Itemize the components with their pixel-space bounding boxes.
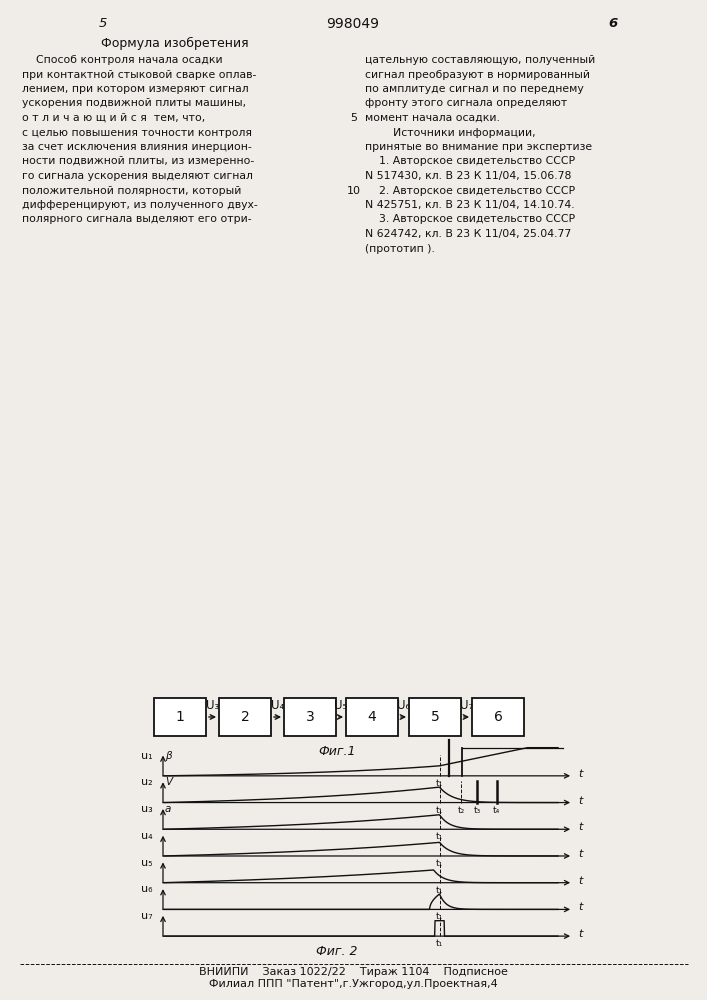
Text: V: V <box>165 777 172 787</box>
Text: u₆: u₆ <box>141 884 153 894</box>
Text: U₆: U₆ <box>397 699 410 712</box>
Text: ускорения подвижной плиты машины,: ускорения подвижной плиты машины, <box>22 99 246 108</box>
Text: момент начала осадки.: момент начала осадки. <box>365 113 500 123</box>
Text: U₄: U₄ <box>271 699 284 712</box>
Text: Способ контроля начала осадки: Способ контроля начала осадки <box>22 55 223 65</box>
Text: t₂: t₂ <box>457 806 464 815</box>
Text: 5: 5 <box>431 710 439 724</box>
FancyBboxPatch shape <box>284 698 336 736</box>
Text: Фиг.1: Фиг.1 <box>318 745 356 758</box>
Text: Формула изобретения: Формула изобретения <box>101 37 249 50</box>
FancyBboxPatch shape <box>154 698 206 736</box>
Text: t: t <box>578 902 583 912</box>
Text: t: t <box>578 769 583 779</box>
Text: t₁: t₁ <box>436 779 443 788</box>
Text: полярного сигнала выделяют его отри-: полярного сигнала выделяют его отри- <box>22 215 252 225</box>
Text: принятые во внимание при экспертизе: принятые во внимание при экспертизе <box>365 142 592 152</box>
Text: u₅: u₅ <box>141 858 153 868</box>
Text: u₂: u₂ <box>141 777 153 787</box>
FancyBboxPatch shape <box>409 698 461 736</box>
Text: β: β <box>165 751 172 761</box>
Text: t: t <box>578 849 583 859</box>
Text: t₃: t₃ <box>474 806 481 815</box>
Text: t₁: t₁ <box>436 886 443 895</box>
Text: при контактной стыковой сварке оплав-: при контактной стыковой сварке оплав- <box>22 70 257 80</box>
Text: го сигнала ускорения выделяют сигнал: го сигнала ускорения выделяют сигнал <box>22 171 253 181</box>
Text: U₃: U₃ <box>206 699 219 712</box>
Text: сигнал преобразуют в нормированный: сигнал преобразуют в нормированный <box>365 70 590 80</box>
Text: t₄: t₄ <box>493 806 501 815</box>
Text: a: a <box>165 804 171 814</box>
Text: лением, при котором измеряют сигнал: лением, при котором измеряют сигнал <box>22 84 249 94</box>
Text: положительной полярности, который: положительной полярности, который <box>22 186 241 196</box>
Text: t: t <box>578 929 583 939</box>
Text: ности подвижной плиты, из измеренно-: ности подвижной плиты, из измеренно- <box>22 156 255 166</box>
Text: 4: 4 <box>368 710 376 724</box>
Text: u₁: u₁ <box>141 751 153 761</box>
Text: t: t <box>578 822 583 832</box>
Text: о т л и ч а ю щ и й с я  тем, что,: о т л и ч а ю щ и й с я тем, что, <box>22 113 205 123</box>
Text: N 517430, кл. В 23 К 11/04, 15.06.78: N 517430, кл. В 23 К 11/04, 15.06.78 <box>365 171 571 181</box>
Text: 6: 6 <box>493 710 503 724</box>
Text: с целью повышения точности контроля: с целью повышения точности контроля <box>22 127 252 137</box>
Text: 1: 1 <box>175 710 185 724</box>
Text: фронту этого сигнала определяют: фронту этого сигнала определяют <box>365 99 567 108</box>
FancyBboxPatch shape <box>219 698 271 736</box>
FancyBboxPatch shape <box>346 698 398 736</box>
Text: t₁: t₁ <box>436 939 443 948</box>
Text: 5: 5 <box>351 113 358 123</box>
Text: u₃: u₃ <box>141 804 153 814</box>
Text: u₄: u₄ <box>141 831 153 841</box>
Text: 6: 6 <box>609 17 618 30</box>
Text: t: t <box>578 796 583 806</box>
Text: ВНИИПИ    Заказ 1022/22    Тираж 1104    Подписное: ВНИИПИ Заказ 1022/22 Тираж 1104 Подписно… <box>199 967 508 977</box>
FancyBboxPatch shape <box>472 698 524 736</box>
Text: U₅: U₅ <box>334 699 348 712</box>
Text: t₁: t₁ <box>436 806 443 815</box>
Text: 2. Авторское свидетельство СССР: 2. Авторское свидетельство СССР <box>365 186 575 196</box>
Text: 5: 5 <box>99 17 107 30</box>
Text: t₁: t₁ <box>436 859 443 868</box>
Text: 998049: 998049 <box>327 17 380 31</box>
Text: 1. Авторское свидетельство СССР: 1. Авторское свидетельство СССР <box>365 156 575 166</box>
Text: по амплитуде сигнал и по переднему: по амплитуде сигнал и по переднему <box>365 84 584 94</box>
Text: 10: 10 <box>347 186 361 196</box>
Text: 2: 2 <box>240 710 250 724</box>
Text: Источники информации,: Источники информации, <box>365 127 536 137</box>
Text: t: t <box>578 876 583 886</box>
Text: 3: 3 <box>305 710 315 724</box>
Text: N 425751, кл. В 23 К 11/04, 14.10.74.: N 425751, кл. В 23 К 11/04, 14.10.74. <box>365 200 575 210</box>
Text: 3. Авторское свидетельство СССР: 3. Авторское свидетельство СССР <box>365 215 575 225</box>
Text: (прототип ).: (прототип ). <box>365 243 435 253</box>
Text: t₁: t₁ <box>436 912 443 921</box>
Text: u₇: u₇ <box>141 911 153 921</box>
Text: дифференцируют, из полученного двух-: дифференцируют, из полученного двух- <box>22 200 258 210</box>
Text: t₁: t₁ <box>436 832 443 841</box>
Text: цательную составляющую, полученный: цательную составляющую, полученный <box>365 55 595 65</box>
Text: Фиг. 2: Фиг. 2 <box>316 945 358 958</box>
Text: U₇: U₇ <box>460 699 473 712</box>
Text: за счет исключения влияния инерцион-: за счет исключения влияния инерцион- <box>22 142 252 152</box>
Text: Филиал ППП "Патент",г.Ужгород,ул.Проектная,4: Филиал ППП "Патент",г.Ужгород,ул.Проектн… <box>209 979 498 989</box>
Text: N 624742, кл. В 23 К 11/04, 25.04.77: N 624742, кл. В 23 К 11/04, 25.04.77 <box>365 229 571 239</box>
